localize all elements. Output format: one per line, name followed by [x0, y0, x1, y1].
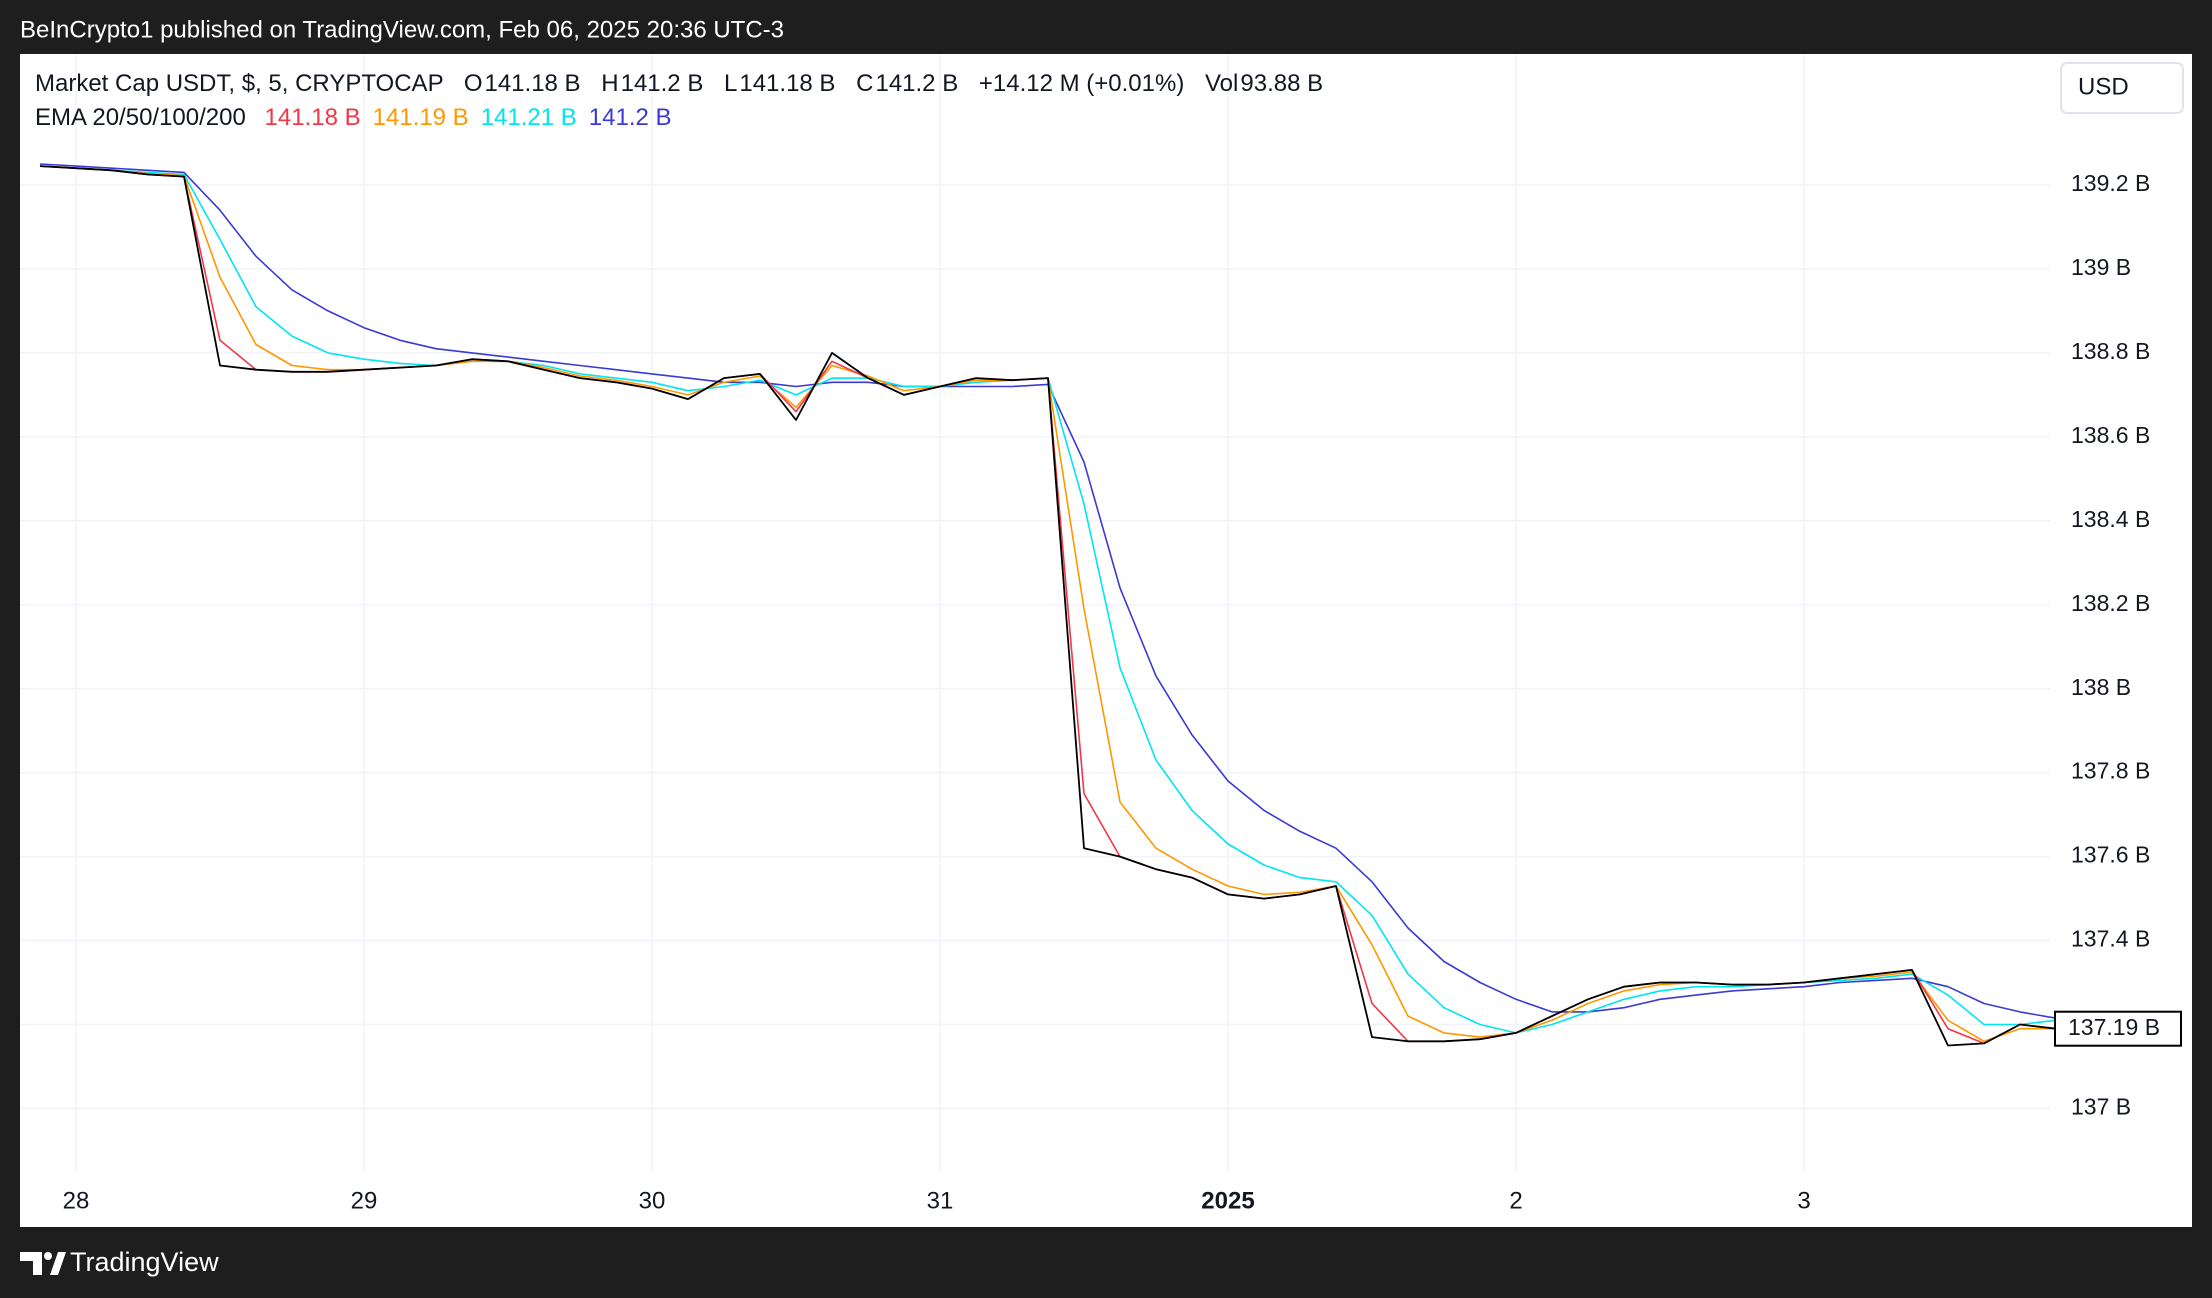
last-value-label: 137.19 B: [2068, 1014, 2160, 1040]
published-note: BeInCrypto1 published on TradingView.com…: [20, 16, 784, 43]
y-tick-label: 137.6 B: [2071, 842, 2150, 868]
ohlc-value: 141.2 B: [875, 70, 958, 97]
price-line: [39, 165, 2057, 1047]
grid: [20, 54, 2050, 1171]
change: +14.12 M (+0.01%): [979, 70, 1184, 97]
volume-value: 93.88 B: [1240, 70, 1323, 97]
last-value-box: [2054, 1010, 2182, 1047]
y-tick-label: 138.4 B: [2071, 506, 2150, 532]
legend-value: 141.19 B: [373, 104, 469, 131]
y-tick-label: 137.8 B: [2071, 758, 2150, 784]
x-tick-label: 2025: [1201, 1187, 1254, 1214]
x-tick-label: 2: [1509, 1187, 1522, 1214]
logo-dot: [44, 1252, 52, 1260]
volume-key: Vol: [1205, 70, 1238, 97]
x-tick-label: 28: [63, 1187, 90, 1214]
y-tick-label: 138.2 B: [2071, 590, 2150, 616]
y-tick-label: 138.6 B: [2071, 422, 2150, 448]
currency[interactable]: USD: [2078, 73, 2129, 100]
lines: [39, 163, 2057, 1047]
ohlc-key: O: [464, 70, 483, 97]
x-tick-label: 30: [639, 1187, 666, 1214]
indicator: EMA 20/50/100/200: [35, 104, 246, 131]
x-tick-label: 3: [1797, 1187, 1810, 1214]
x-tick-label: 29: [351, 1187, 378, 1214]
legend-value: 141.18 B: [265, 104, 361, 131]
symbol: Market Cap USDT, $, 5, CRYPTOCAP: [35, 70, 443, 97]
chart-area: [20, 54, 2192, 1227]
brand: TradingView: [70, 1247, 219, 1277]
y-tick-label: 139 B: [2071, 254, 2131, 280]
y-tick-label: 138.8 B: [2071, 338, 2150, 364]
y-tick-label: 137 B: [2071, 1094, 2131, 1120]
currency-button[interactable]: [2060, 62, 2184, 114]
legend-value: 141.2 B: [589, 104, 672, 131]
ohlc-key: H: [601, 70, 618, 97]
ohlc-value: 141.2 B: [621, 70, 704, 97]
ohlc-value: 141.18 B: [739, 70, 835, 97]
legend-value: 141.21 B: [481, 104, 577, 131]
y-tick-label: 139.2 B: [2071, 170, 2150, 196]
legend-row: Market Cap USDT, $, 5, CRYPTOCAP O141.18…: [35, 70, 1323, 97]
logo-shape: [20, 1252, 42, 1275]
y-tick-label: 137.4 B: [2071, 926, 2150, 952]
logo-shape: [50, 1252, 66, 1275]
ohlc-key: L: [724, 70, 737, 97]
brand-logo: [20, 1252, 66, 1275]
indicator-row: EMA 20/50/100/200 141.18 B 141.19 B 141.21…: [35, 104, 672, 131]
ohlc-key: C: [856, 70, 873, 97]
ohlc-value: 141.18 B: [484, 70, 580, 97]
x-tick-label: 31: [927, 1187, 954, 1214]
y-tick-label: 138 B: [2071, 674, 2131, 700]
